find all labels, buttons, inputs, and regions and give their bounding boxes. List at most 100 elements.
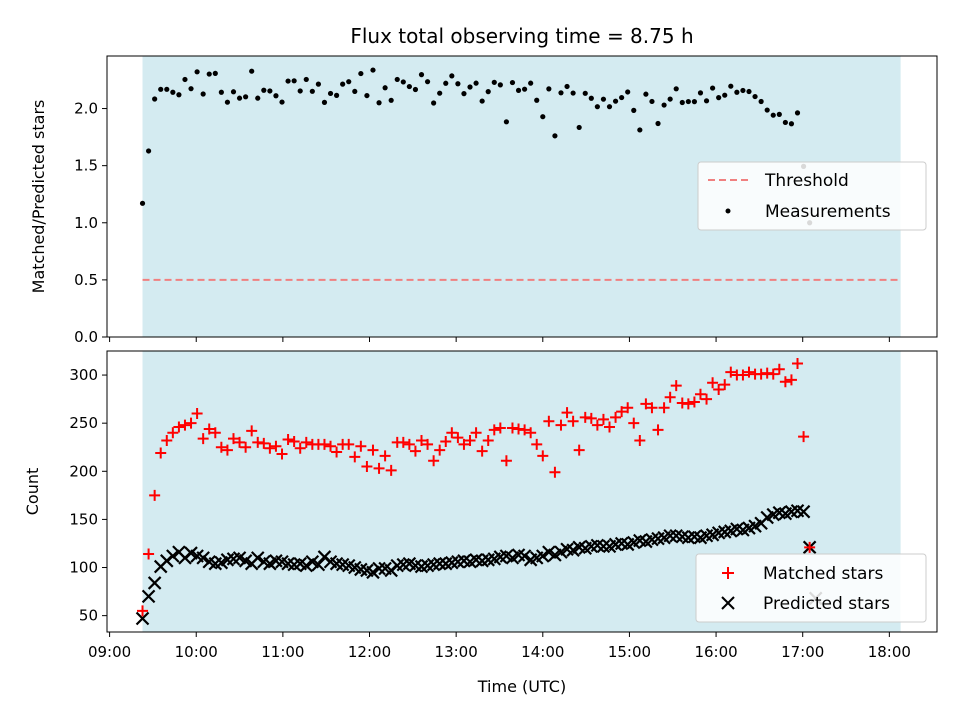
matched-star-marker <box>185 417 197 429</box>
matched-star-marker <box>519 424 531 436</box>
matched-star-marker <box>397 436 409 448</box>
count-panel-frame <box>106 350 938 633</box>
predicted-star-marker <box>135 611 150 626</box>
count-legend-box <box>695 553 927 623</box>
matched-star-marker <box>179 419 191 431</box>
measurement-point <box>437 90 443 96</box>
matched-star-marker <box>197 433 209 445</box>
matched-star-marker <box>476 445 488 457</box>
measurement-point <box>576 124 582 131</box>
x-tick-label: 11:00 <box>261 643 304 661</box>
matched-star-marker <box>597 413 609 425</box>
matched-star-marker <box>743 366 755 378</box>
measurement-point <box>388 97 394 103</box>
matched-star-marker <box>470 427 482 439</box>
measurement-point <box>279 99 285 105</box>
measurement-point <box>394 76 400 83</box>
measurement-point <box>685 98 691 105</box>
x-tick-label: 17:00 <box>781 643 824 661</box>
y-tick-label: 1.5 <box>74 157 98 175</box>
measurement-point <box>546 86 552 92</box>
matched-star-marker <box>591 419 603 431</box>
measurement-point <box>406 83 412 90</box>
measurement-point <box>600 96 607 102</box>
measurement-point <box>679 99 685 106</box>
x-axis-label: Time (UTC) <box>477 677 566 696</box>
matched-star-marker <box>143 548 155 560</box>
predicted-stars-points <box>135 503 823 626</box>
measurement-point <box>782 119 788 126</box>
y-tick-label: 300 <box>69 366 98 384</box>
measurement-point <box>734 89 740 95</box>
measurement-point <box>491 79 497 85</box>
matched-star-marker <box>658 402 670 414</box>
measurement-point <box>703 98 710 104</box>
measurement-point <box>619 94 625 101</box>
y-tick-label: 250 <box>69 414 98 432</box>
matched-star-marker <box>555 419 567 431</box>
predicted-star-marker <box>517 549 532 563</box>
measurement-point <box>164 86 170 92</box>
measurement-point <box>176 92 182 98</box>
x-tick-label: 14:00 <box>521 643 564 661</box>
matched-star-marker <box>458 438 470 450</box>
matched-star-marker <box>773 363 785 375</box>
measurement-point <box>152 96 158 102</box>
y-tick-label: 0.5 <box>74 271 98 289</box>
ratio-y-ticks: 0.0 0.5 1.0 1.5 2.0 <box>74 100 107 346</box>
measurement-point <box>552 133 558 139</box>
matched-star-marker <box>543 415 555 427</box>
measurement-point <box>309 88 315 94</box>
matched-star-marker <box>318 438 330 450</box>
matched-star-marker <box>573 444 585 456</box>
measurement-point <box>594 104 600 110</box>
y-tick-label: 100 <box>69 559 98 577</box>
measurement-point <box>139 200 146 206</box>
matched-star-marker <box>422 438 434 450</box>
matched-star-marker <box>792 358 804 370</box>
measurement-point <box>267 88 273 94</box>
predicted-star-marker <box>311 557 326 572</box>
measurement-point <box>788 121 795 127</box>
measurement-point <box>661 102 667 108</box>
matched-star-marker <box>500 455 512 467</box>
x-tick-label: 18:00 <box>868 643 911 661</box>
measurement-point <box>194 69 200 75</box>
measurement-point <box>740 87 746 94</box>
y-tick-label: 150 <box>69 510 98 528</box>
measurement-point <box>188 86 194 92</box>
matched-star-marker <box>701 393 713 405</box>
measurement-point <box>170 89 176 95</box>
matched-star-marker <box>549 466 561 478</box>
chart-title: Flux total observing time = 8.75 h <box>350 24 693 48</box>
x-tick-label: 10:00 <box>175 643 218 661</box>
ratio-y-axis-label: Matched/Predicted stars <box>29 100 48 294</box>
measurement-points <box>139 67 813 226</box>
predicted-star-marker <box>536 549 550 563</box>
measurement-point <box>509 79 516 86</box>
measurement-point <box>479 98 485 104</box>
matched-star-marker <box>634 434 646 446</box>
matched-star-marker <box>604 421 616 433</box>
count-y-axis-label: Count <box>23 468 42 516</box>
measurement-point <box>212 70 218 76</box>
matched-star-marker <box>288 435 300 447</box>
x-tick-label: 15:00 <box>608 643 651 661</box>
measurement-point <box>776 111 782 117</box>
matched-star-marker <box>628 417 640 429</box>
measurement-point <box>625 89 631 95</box>
measurement-point <box>224 99 231 105</box>
measurement-point <box>418 72 425 78</box>
matched-star-marker <box>240 441 252 453</box>
matched-star-marker <box>664 391 676 403</box>
measurement-point <box>528 80 534 86</box>
matched-star-marker <box>385 464 397 476</box>
ratio-legend: Threshold Measurements <box>697 161 927 231</box>
measurement-point <box>315 81 321 87</box>
matched-star-marker <box>646 402 658 414</box>
measurement-point <box>370 67 376 73</box>
measurement-point <box>794 110 801 116</box>
measurement-point <box>497 82 503 88</box>
matched-star-marker <box>294 442 306 454</box>
